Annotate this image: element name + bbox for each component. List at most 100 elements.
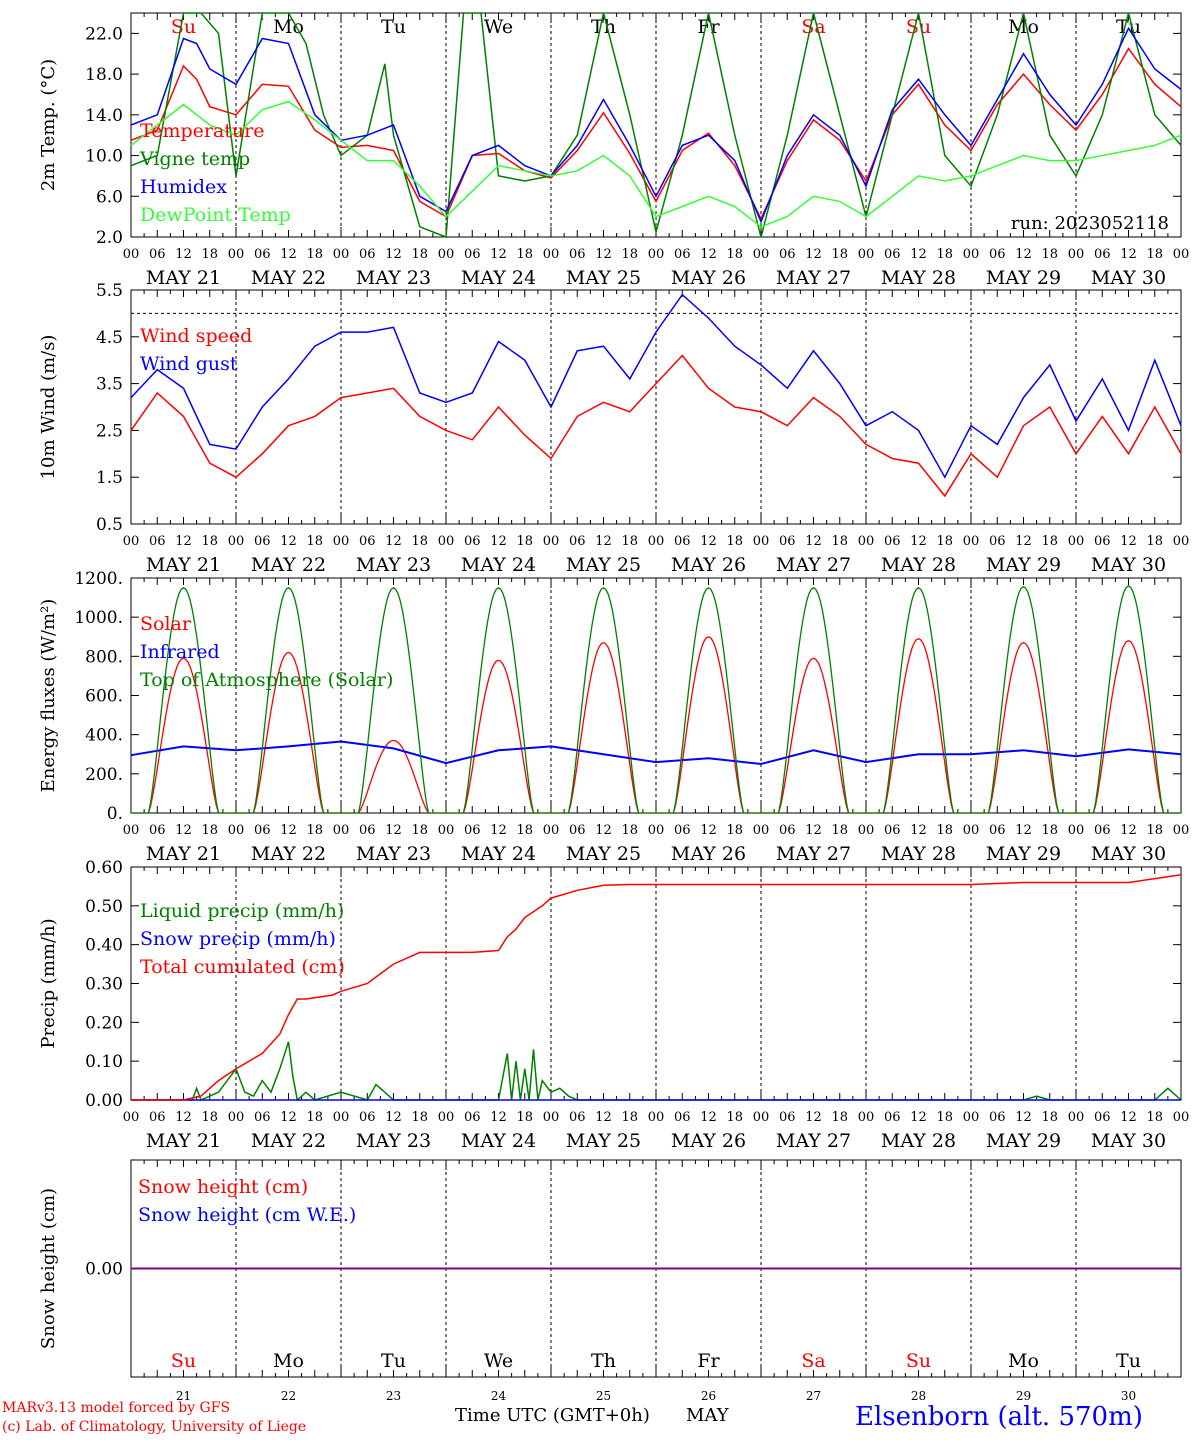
date-label: MAY 30 bbox=[1091, 1130, 1166, 1152]
day-number: 21 bbox=[176, 1389, 191, 1403]
hour-label: 06 bbox=[149, 534, 166, 549]
hour-label: 00 bbox=[438, 1110, 455, 1125]
date-label: MAY 24 bbox=[461, 554, 536, 576]
weekday-label: Sa bbox=[801, 1350, 825, 1372]
hour-label: 18 bbox=[621, 823, 638, 838]
hour-label: 18 bbox=[831, 1110, 848, 1125]
date-label: MAY 23 bbox=[356, 267, 431, 289]
hour-label: 18 bbox=[726, 823, 743, 838]
weekday-label: Mo bbox=[273, 16, 304, 38]
weekday-label: Th bbox=[591, 16, 616, 38]
date-label: MAY 27 bbox=[776, 843, 851, 865]
hour-label: 18 bbox=[201, 1110, 218, 1125]
hour-label: 18 bbox=[201, 823, 218, 838]
run-label: run: 2023052118 bbox=[1011, 213, 1169, 234]
day-number: 28 bbox=[911, 1389, 926, 1403]
hour-label: 06 bbox=[989, 247, 1006, 262]
hour-label: 12 bbox=[385, 247, 402, 262]
series-line bbox=[130, 100, 1182, 228]
hour-label: 00 bbox=[543, 247, 560, 262]
series-line bbox=[130, 354, 1182, 498]
legend-entry: Vigne temp bbox=[139, 148, 250, 170]
hour-label: 06 bbox=[884, 823, 901, 838]
y-tick-label: 600. bbox=[85, 687, 123, 707]
hour-label: 06 bbox=[464, 534, 481, 549]
hour-label: 12 bbox=[1015, 247, 1032, 262]
hour-label: 00 bbox=[648, 247, 665, 262]
y-tick-label: 1200. bbox=[74, 569, 123, 589]
date-label: MAY 24 bbox=[461, 1130, 536, 1152]
date-label: MAY 30 bbox=[1091, 843, 1166, 865]
date-label: MAY 28 bbox=[881, 554, 956, 576]
hour-label: 18 bbox=[1041, 534, 1058, 549]
weekday-label: Sa bbox=[801, 16, 825, 38]
hour-label: 06 bbox=[989, 823, 1006, 838]
hour-label: 18 bbox=[1146, 1110, 1163, 1125]
hour-label: 06 bbox=[464, 1110, 481, 1125]
legend-entry: Snow precip (mm/h) bbox=[140, 928, 336, 950]
weekday-label: Fr bbox=[697, 16, 720, 38]
date-label: MAY 28 bbox=[881, 267, 956, 289]
hour-label: 18 bbox=[201, 247, 218, 262]
hour-label: 06 bbox=[884, 247, 901, 262]
hour-label: 18 bbox=[306, 534, 323, 549]
date-label: MAY 29 bbox=[986, 554, 1061, 576]
hour-label: 00 bbox=[123, 534, 140, 549]
y-axis-label: Snow height (cm) bbox=[38, 1188, 59, 1349]
hour-label: 00 bbox=[963, 1110, 980, 1125]
legend-entry: Solar bbox=[140, 613, 192, 635]
date-label: MAY 26 bbox=[671, 1130, 746, 1152]
y-tick-label: 0.30 bbox=[85, 975, 123, 995]
hour-label: 18 bbox=[1041, 823, 1058, 838]
hour-label: 00 bbox=[123, 1110, 140, 1125]
station-name: Elsenborn (alt. 570m) bbox=[855, 1402, 1143, 1432]
y-axis-label: 2m Temp. (°C) bbox=[38, 59, 59, 191]
hour-label: 00 bbox=[1068, 534, 1085, 549]
weekday-label: Su bbox=[906, 1350, 931, 1372]
hour-label: 12 bbox=[595, 534, 612, 549]
hour-label: 00 bbox=[438, 247, 455, 262]
y-tick-label: 400. bbox=[85, 726, 123, 746]
hour-label: 00 bbox=[543, 534, 560, 549]
hour-label: 12 bbox=[700, 247, 717, 262]
date-label: MAY 21 bbox=[146, 554, 221, 576]
hour-label: 12 bbox=[910, 823, 927, 838]
month-label: MAY bbox=[686, 1405, 729, 1426]
legend-entry: Liquid precip (mm/h) bbox=[140, 900, 344, 922]
hour-label: 18 bbox=[1041, 1110, 1058, 1125]
date-label: MAY 25 bbox=[566, 267, 641, 289]
hour-label: 06 bbox=[779, 1110, 796, 1125]
weekday-label: Mo bbox=[273, 1350, 304, 1372]
weekday-label: We bbox=[484, 16, 513, 38]
y-tick-label: 5.5 bbox=[96, 281, 123, 301]
y-axis-label: Precip (mm/h) bbox=[38, 918, 59, 1048]
hour-label: 00 bbox=[753, 247, 770, 262]
hour-label: 00 bbox=[753, 1110, 770, 1125]
y-tick-label: 3.5 bbox=[96, 375, 123, 395]
day-number: 30 bbox=[1121, 1389, 1136, 1403]
time-axis-title: Time UTC (GMT+0h) bbox=[455, 1405, 650, 1426]
hour-label: 12 bbox=[595, 1110, 612, 1125]
hour-label: 12 bbox=[595, 823, 612, 838]
y-tick-label: 800. bbox=[85, 647, 123, 667]
date-label: MAY 28 bbox=[881, 843, 956, 865]
hour-label: 00 bbox=[333, 1110, 350, 1125]
y-tick-label: 2.0 bbox=[96, 228, 123, 248]
hour-label: 06 bbox=[779, 534, 796, 549]
hour-label: 12 bbox=[595, 247, 612, 262]
date-label: MAY 22 bbox=[251, 554, 326, 576]
hour-label: 12 bbox=[805, 534, 822, 549]
date-label: MAY 27 bbox=[776, 1130, 851, 1152]
legend-entry: Snow height (cm W.E.) bbox=[138, 1204, 356, 1226]
hour-label: 12 bbox=[490, 823, 507, 838]
legend-entry: Wind speed bbox=[140, 325, 252, 347]
date-label: MAY 25 bbox=[566, 843, 641, 865]
hour-label: 06 bbox=[1094, 534, 1111, 549]
hour-label: 00 bbox=[648, 534, 665, 549]
date-label: MAY 26 bbox=[671, 843, 746, 865]
day-number: 26 bbox=[701, 1389, 716, 1403]
hour-label: 06 bbox=[884, 534, 901, 549]
y-tick-label: 2.5 bbox=[96, 421, 123, 441]
y-tick-label: 0.00 bbox=[85, 1091, 123, 1111]
hour-label: 18 bbox=[1146, 534, 1163, 549]
